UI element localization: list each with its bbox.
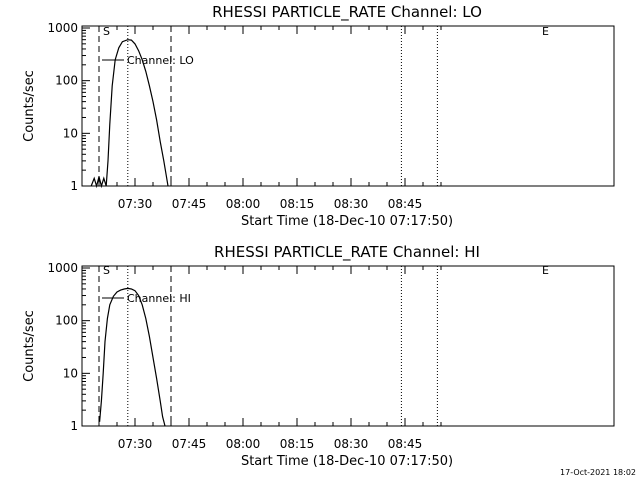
hi-x-tick-label: 07:45: [172, 437, 207, 451]
lo-y-axis-label: Counts/sec: [22, 70, 37, 142]
lo-start-marker: S: [103, 25, 110, 38]
hi-y-tick-label: 1: [70, 419, 78, 433]
hi-x-tick-label: 07:30: [118, 437, 153, 451]
lo-y-tick-label: 10: [63, 126, 78, 140]
hi-plot-frame: [81, 265, 615, 427]
lo-y-ticks: 1 10 100 1000: [47, 21, 90, 193]
lo-series-label: Channel: LO: [127, 54, 194, 67]
hi-series-line: [99, 287, 166, 427]
lo-plot-frame: [81, 25, 615, 187]
lo-end-marker: E: [542, 25, 549, 38]
lo-x-tick-label: 08:45: [388, 197, 423, 211]
hi-y-tick-label: 100: [55, 314, 78, 328]
hi-chart-title: RHESSI PARTICLE_RATE Channel: HI: [214, 243, 480, 262]
hi-series-label: Channel: HI: [127, 292, 191, 305]
hi-x-tick-label: 08:45: [388, 437, 423, 451]
hi-channel-panel: RHESSI PARTICLE_RATE Channel: HI Counts/…: [22, 243, 615, 469]
footer-timestamp: 17-Oct-2021 18:02: [560, 468, 636, 477]
hi-end-marker: E: [542, 264, 549, 277]
lo-x-tick-label: 08:00: [226, 197, 261, 211]
lo-y-tick-label: 1: [70, 179, 78, 193]
lo-y-tick-label: 100: [55, 74, 78, 88]
lo-channel-panel: RHESSI PARTICLE_RATE Channel: LO Counts/…: [22, 3, 615, 229]
hi-start-marker: S: [103, 264, 110, 277]
lo-x-tick-label: 07:45: [172, 197, 207, 211]
hi-x-tick-label: 08:00: [226, 437, 261, 451]
lo-chart-title: RHESSI PARTICLE_RATE Channel: LO: [212, 3, 482, 22]
lo-x-tick-label: 08:15: [280, 197, 315, 211]
hi-x-ticks: 07:30 07:45 08:00 08:15 08:30 08:45: [98, 266, 442, 451]
hi-x-axis-label: Start Time (18-Dec-10 07:17:50): [241, 454, 453, 469]
hi-x-tick-label: 08:30: [334, 437, 369, 451]
lo-x-ticks: 07:30 07:45 08:00 08:15 08:30 08:45: [98, 26, 442, 211]
lo-x-tick-label: 07:30: [118, 197, 153, 211]
hi-y-axis-label: Counts/sec: [22, 310, 37, 382]
lo-y-tick-label: 1000: [47, 21, 78, 35]
lo-vertical-markers: [98, 26, 438, 186]
hi-vertical-markers: [98, 266, 438, 426]
hi-y-ticks: 1 10 100 1000: [47, 261, 90, 433]
hi-y-tick-label: 1000: [47, 261, 78, 275]
lo-x-tick-label: 08:30: [334, 197, 369, 211]
lo-x-axis-label: Start Time (18-Dec-10 07:17:50): [241, 214, 453, 229]
lo-series-line: [90, 39, 169, 189]
hi-x-tick-label: 08:15: [280, 437, 315, 451]
hi-y-tick-label: 10: [63, 366, 78, 380]
